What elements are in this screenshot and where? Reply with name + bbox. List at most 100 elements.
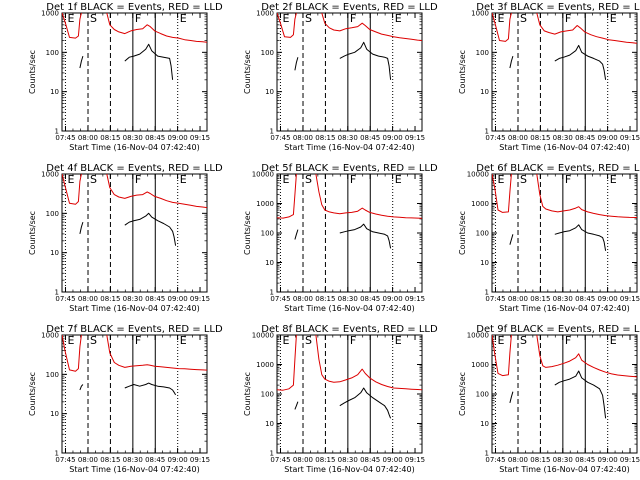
lld-series-segment (62, 335, 82, 372)
marker-label: F (565, 12, 571, 25)
x-tick-label: 09:15 (620, 295, 640, 303)
x-tick-label: 09:15 (190, 134, 210, 142)
lld-series-segment (536, 174, 637, 218)
x-axis-label: Start Time (16-Nov-04 07:42:40) (69, 143, 199, 152)
marker-label: E (180, 173, 187, 186)
chart-title: Det 9f BLACK = Events, RED = LLD (476, 324, 640, 335)
chart-title: Det 4f BLACK = Events, RED = LLD (46, 163, 223, 174)
plot-frame (491, 334, 638, 454)
plot-frame (61, 173, 208, 293)
x-tick-label: 08:15 (315, 295, 335, 303)
lld-series-segment (492, 13, 512, 42)
x-tick-label: 07:45 (485, 295, 505, 303)
marker-label: E (497, 173, 504, 186)
x-tick-label: 07:45 (55, 134, 75, 142)
x-tick-label: 09:15 (620, 134, 640, 142)
detector-panel-3: Det 3f BLACK = Events, RED = LLD Counts/s… (458, 2, 640, 152)
y-tick-label: 100 (261, 230, 274, 238)
marker-label: E (180, 12, 187, 25)
x-tick-label: 08:30 (338, 134, 358, 142)
lld-series-segment (106, 174, 207, 209)
x-tick-label: 08:15 (530, 456, 550, 464)
y-tick-label: 10 (50, 88, 59, 96)
x-tick-label: 08:45 (575, 134, 595, 142)
marker-label: E (67, 334, 74, 347)
y-tick-label: 10 (480, 88, 489, 96)
x-tick-label: 08:15 (100, 295, 120, 303)
events-series-segment (79, 221, 84, 235)
x-tick-label: 08:00 (293, 295, 313, 303)
marker-label: S (520, 12, 527, 25)
data-area (62, 335, 207, 396)
chart-title: Det 5f BLACK = Events, RED = LLD (261, 163, 438, 174)
lld-series-segment (492, 335, 512, 377)
lld-series-segment (277, 13, 297, 38)
x-axis-label: Start Time (16-Nov-04 07:42:40) (499, 304, 629, 313)
events-series-segment (554, 224, 607, 251)
events-series-segment (294, 229, 299, 240)
detector-panel-5: Det 5f BLACK = Events, RED = LLD Counts/s… (243, 163, 438, 313)
data-area (62, 13, 207, 80)
y-tick-label: 1 (55, 128, 59, 136)
events-series-segment (339, 387, 392, 419)
y-tick-label: 1 (485, 128, 489, 136)
y-tick-label: 10 (50, 249, 59, 257)
x-tick-label: 08:45 (575, 456, 595, 464)
events-series-segment (79, 55, 84, 69)
lld-series-segment (106, 335, 207, 371)
y-tick-label: 100 (261, 49, 274, 57)
x-tick-label: 08:00 (293, 134, 313, 142)
x-axis-label: Start Time (16-Nov-04 07:42:40) (69, 304, 199, 313)
lld-series-segment (62, 13, 82, 39)
lld-series-segment (62, 174, 82, 205)
x-tick-label: 08:45 (360, 134, 380, 142)
detector-panel-7: Det 7f BLACK = Events, RED = LLD Counts/s… (28, 324, 223, 474)
x-tick-label: 07:45 (55, 295, 75, 303)
x-tick-label: 07:45 (55, 456, 75, 464)
events-series-segment (79, 384, 84, 391)
lld-series-segment (492, 174, 512, 213)
x-tick-label: 08:30 (123, 295, 143, 303)
events-series-segment (554, 44, 607, 80)
x-tick-label: 08:15 (100, 134, 120, 142)
y-axis-label: Counts/sec (243, 211, 252, 255)
x-tick-label: 08:45 (360, 456, 380, 464)
marker-label: S (305, 334, 312, 347)
marker-label: S (305, 12, 312, 25)
events-series-segment (509, 234, 514, 245)
x-tick-label: 08:00 (508, 295, 528, 303)
marker-label: F (135, 334, 141, 347)
marker-label: S (305, 173, 312, 186)
marker-label: S (90, 12, 97, 25)
y-tick-label: 1 (55, 289, 59, 297)
x-tick-label: 08:30 (123, 456, 143, 464)
events-series-segment (124, 382, 177, 396)
x-tick-label: 08:15 (100, 456, 120, 464)
x-tick-label: 08:15 (315, 456, 335, 464)
x-tick-label: 07:45 (270, 295, 290, 303)
x-tick-label: 08:30 (123, 134, 143, 142)
x-tick-label: 09:00 (383, 134, 403, 142)
marker-label: E (610, 334, 617, 347)
chart-title: Det 8f BLACK = Events, RED = LLD (261, 324, 438, 335)
y-tick-label: 10 (480, 420, 489, 428)
y-tick-label: 100 (261, 391, 274, 399)
x-tick-label: 08:45 (145, 456, 165, 464)
marker-label: E (67, 12, 74, 25)
marker-label: S (520, 334, 527, 347)
y-tick-label: 100 (476, 49, 489, 57)
detector-panel-8: Det 8f BLACK = Events, RED = LLD Counts/s… (243, 324, 438, 474)
x-axis-label: Start Time (16-Nov-04 07:42:40) (284, 465, 414, 474)
marker-label: F (350, 334, 356, 347)
x-tick-label: 09:15 (190, 295, 210, 303)
marker-label: F (135, 12, 141, 25)
x-tick-label: 07:45 (485, 134, 505, 142)
x-tick-label: 09:15 (405, 295, 425, 303)
chart-title: Det 1f BLACK = Events, RED = LLD (46, 2, 223, 13)
y-tick-label: 1000 (471, 10, 489, 18)
marker-label: E (497, 12, 504, 25)
data-area (492, 174, 637, 251)
data-area (277, 13, 422, 80)
y-tick-label: 100 (46, 210, 59, 218)
x-tick-label: 09:00 (598, 295, 618, 303)
